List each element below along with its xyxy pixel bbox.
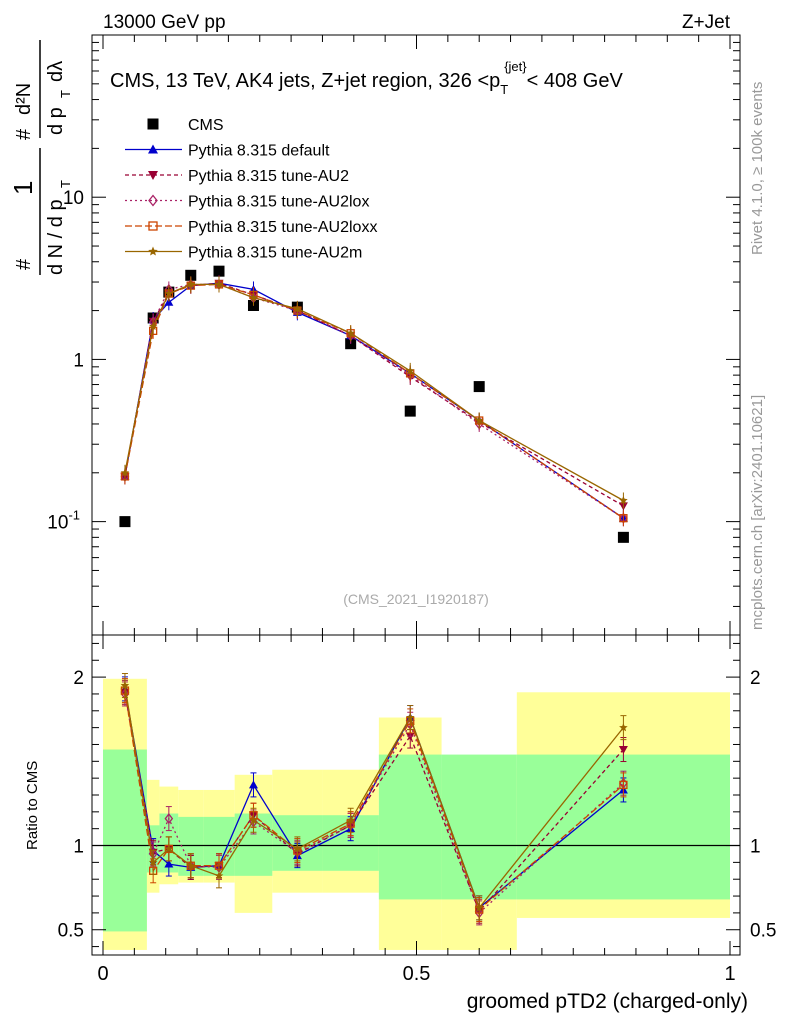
main-axes: 10 1 10-1 xyxy=(47,35,740,636)
series-point xyxy=(148,321,158,330)
series-point xyxy=(406,366,415,375)
series-point xyxy=(186,279,196,289)
chart-title: CMS, 13 TeV, AK4 jets, Z+jet region, 326… xyxy=(110,59,623,97)
legend-marker xyxy=(148,246,158,256)
main-panel: 10 1 10-1 (CMS_2021_I1920187) CMS, 13 TeV,… xyxy=(47,34,741,636)
ratio-point xyxy=(186,861,196,870)
series-point xyxy=(293,304,302,313)
ratio-y-tick-label: 0.5 xyxy=(58,921,84,942)
y-label-hash: # xyxy=(13,128,35,140)
ratio-band-green xyxy=(441,754,517,900)
ratio-y-tick-label-right: 1 xyxy=(750,837,761,858)
x-tick-label: 1 xyxy=(724,963,735,985)
ratio-y-label: Ratio to CMS xyxy=(24,761,41,850)
watermark: (CMS_2021_I1920187) xyxy=(343,591,489,607)
x-axis-label: groomed pTD2 (charged-only) xyxy=(467,990,748,1013)
ratio-point xyxy=(618,746,628,755)
cms-data-point xyxy=(404,405,416,417)
chart-title-sup: {jet} xyxy=(504,59,527,74)
legend-label: Pythia 8.315 default xyxy=(188,143,330,160)
y-label-hash-left: # xyxy=(13,258,35,270)
rivet-label: Rivet 4.1.0, ≥ 100k events xyxy=(749,82,766,255)
mcplots-label: mcplots.cern.ch [arXiv:2401.10621] xyxy=(749,395,766,630)
header-left: 13000 GeV pp xyxy=(103,12,226,33)
ratio-point xyxy=(120,681,130,690)
ratio-y-tick-label-right: 0.5 xyxy=(750,921,776,942)
legend-marker xyxy=(148,194,158,207)
legend-marker xyxy=(148,144,158,154)
series-point xyxy=(346,328,355,337)
ratio-point xyxy=(406,713,415,722)
series-point xyxy=(474,416,484,425)
ratio-bands xyxy=(103,678,730,950)
y-label-sub-T2: T xyxy=(58,90,73,98)
ratio-plot-frame xyxy=(91,634,741,956)
legend-label: Pythia 8.315 tune-AU2m xyxy=(188,245,362,262)
y-label-dp: d p xyxy=(45,107,67,135)
ratio-point xyxy=(248,780,258,789)
header-right: Z+Jet xyxy=(682,12,731,33)
ratio-y-tick-label: 1 xyxy=(73,837,84,858)
cms-data-point xyxy=(617,531,629,543)
ratio-point xyxy=(619,723,628,732)
cms-data-point xyxy=(213,265,225,277)
ratio-point xyxy=(249,815,258,824)
y-axis-label: # 1 d N / d p T # d²N d p T dλ xyxy=(8,40,73,275)
ratio-panel: 2 2 1 1 0.5 0.5 0 0.5 1 Ratio to CMS xyxy=(24,634,776,985)
ratio-point xyxy=(148,857,158,866)
y-label-dlambda: dλ xyxy=(45,61,67,82)
legend-label: Pythia 8.315 tune-AU2loxx xyxy=(188,219,377,236)
y-label-sub-T: T xyxy=(58,180,73,188)
cms-data-point xyxy=(119,516,131,528)
series-point xyxy=(249,293,258,302)
legend: CMS Pythia 8.315 default Pythia 8.315 tune… xyxy=(125,117,377,262)
ratio-point xyxy=(619,780,628,790)
ratio-point xyxy=(164,813,174,825)
series-point xyxy=(164,289,174,298)
cms-data-point xyxy=(473,381,485,393)
ratio-point xyxy=(164,844,174,853)
series-point xyxy=(120,468,130,477)
legend-marker xyxy=(147,118,159,130)
x-tick-label: 0 xyxy=(97,963,108,985)
ratio-point xyxy=(346,815,355,824)
legend-marker xyxy=(148,171,158,180)
y-tick-label: 10-1 xyxy=(47,508,80,534)
chart-title-tail: < 408 GeV xyxy=(527,70,624,92)
series-line xyxy=(124,282,624,519)
ratio-series xyxy=(120,673,628,926)
series-line xyxy=(124,283,624,519)
series-line xyxy=(124,283,624,519)
ratio-point xyxy=(293,844,302,853)
x-tick-label: 0.5 xyxy=(403,963,431,985)
series-point xyxy=(214,279,224,289)
y-label-dN: d N / d p xyxy=(45,199,67,275)
series-point xyxy=(619,496,628,505)
y-label-one: 1 xyxy=(8,181,38,195)
y-label-d2N: d²N xyxy=(13,83,35,115)
main-series xyxy=(119,265,629,543)
ratio-axes: 2 2 1 1 0.5 0.5 0 0.5 1 xyxy=(58,635,776,985)
chart-title-main: CMS, 13 TeV, AK4 jets, Z+jet region, 326… xyxy=(110,70,500,92)
legend-marker xyxy=(148,221,158,231)
cms-data-point xyxy=(185,269,197,281)
ratio-point xyxy=(214,871,224,880)
legend-label: Pythia 8.315 tune-AU2 xyxy=(188,168,349,185)
ratio-y-tick-label-right: 2 xyxy=(750,668,761,689)
y-tick-label: 1 xyxy=(73,350,84,371)
ratio-point xyxy=(164,859,174,868)
series-line xyxy=(124,282,624,507)
series-point xyxy=(164,297,174,306)
ratio-series-line xyxy=(124,693,624,915)
y-tick-label: 10 xyxy=(63,188,84,209)
legend-label: CMS xyxy=(188,117,224,134)
ratio-y-tick-label: 2 xyxy=(73,668,84,689)
legend-label: Pythia 8.315 tune-AU2lox xyxy=(188,194,369,211)
series-point xyxy=(619,514,628,523)
ratio-point xyxy=(474,903,484,912)
chart-title-sub: T xyxy=(500,82,508,97)
